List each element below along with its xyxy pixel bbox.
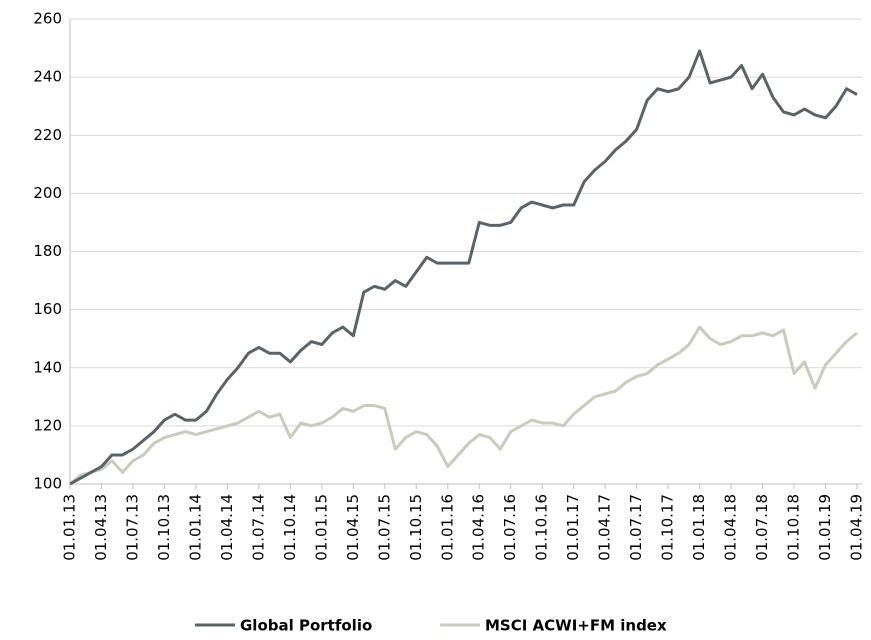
x-tick-label: 01.07.13 xyxy=(123,494,141,561)
x-tick-label: 01.07.18 xyxy=(753,494,771,561)
x-tick-label: 01.04.18 xyxy=(722,494,740,561)
series-line xyxy=(69,325,858,486)
legend-label: Global Portfolio xyxy=(240,617,372,635)
y-tick-label: 200 xyxy=(33,184,62,202)
x-tick-label: 01.01.14 xyxy=(186,494,204,561)
x-tick-label: 01.04.16 xyxy=(470,494,488,561)
y-tick-label: 180 xyxy=(33,242,62,260)
x-tick-label: 01.01.13 xyxy=(61,494,79,561)
x-tick-label: 01.01.18 xyxy=(690,494,708,561)
y-tick-label: 140 xyxy=(33,358,62,376)
x-tick-label: 01.04.17 xyxy=(596,494,614,561)
x-tick-label: 01.01.16 xyxy=(438,494,456,561)
legend-label: MSCI ACWI+FM index xyxy=(485,617,667,635)
x-tick-label: 01.01.15 xyxy=(312,494,330,561)
x-tick-label: 01.04.19 xyxy=(848,494,866,561)
x-tick-label: 01.07.16 xyxy=(501,494,519,561)
x-tick-label: 01.10.16 xyxy=(533,494,551,561)
x-tick-label: 01.04.15 xyxy=(344,494,362,561)
x-tick-label: 01.07.14 xyxy=(249,494,267,561)
x-tick-label: 01.07.17 xyxy=(627,494,645,561)
y-tick-label: 220 xyxy=(33,126,62,144)
x-tick-label: 01.10.15 xyxy=(407,494,425,561)
y-tick-label: 160 xyxy=(33,300,62,318)
y-tick-label: 120 xyxy=(33,416,62,434)
x-tick-label: 01.01.19 xyxy=(816,494,834,561)
x-tick-label: 01.10.18 xyxy=(785,494,803,561)
x-tick-label: 01.10.17 xyxy=(659,494,677,561)
x-tick-label: 01.04.14 xyxy=(218,494,236,561)
y-tick-label: 260 xyxy=(33,10,62,28)
y-tick-label: 100 xyxy=(33,475,62,493)
y-tick-label: 240 xyxy=(33,68,62,86)
x-tick-label: 01.07.15 xyxy=(375,494,393,561)
x-tick-label: 01.10.14 xyxy=(281,494,299,561)
x-tick-label: 01.10.13 xyxy=(155,494,173,561)
x-tick-label: 01.01.17 xyxy=(564,494,582,561)
series-line xyxy=(69,49,858,486)
x-tick-label: 01.04.13 xyxy=(92,494,110,561)
